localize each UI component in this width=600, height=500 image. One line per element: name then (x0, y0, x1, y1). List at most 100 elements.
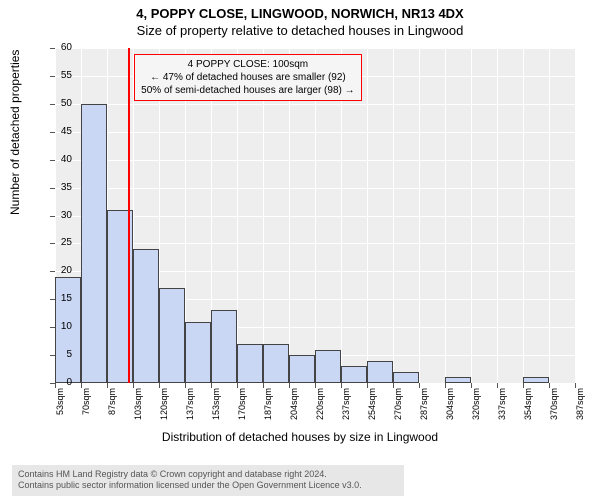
x-tick-mark (133, 383, 134, 388)
y-tick-label: 15 (52, 293, 72, 304)
x-tick-mark (445, 383, 446, 388)
x-tick-label: 337sqm (497, 388, 507, 428)
histogram-bar (263, 344, 289, 383)
y-tick-mark (50, 160, 55, 161)
y-tick-label: 60 (52, 42, 72, 53)
x-tick-mark (575, 383, 576, 388)
x-tick-mark (523, 383, 524, 388)
x-tick-mark (367, 383, 368, 388)
y-tick-mark (50, 243, 55, 244)
y-tick-mark (50, 188, 55, 189)
y-tick-label: 50 (52, 98, 72, 109)
x-tick-label: 237sqm (341, 388, 351, 428)
x-axis-label: Distribution of detached houses by size … (0, 430, 600, 444)
histogram-bar (159, 288, 185, 383)
legal-line-2: Contains public sector information licen… (18, 480, 398, 492)
x-tick-mark (315, 383, 316, 388)
histogram-bar (211, 310, 237, 383)
gridline-v (549, 48, 550, 383)
x-tick-label: 187sqm (263, 388, 273, 428)
y-tick-label: 45 (52, 126, 72, 137)
x-tick-label: 53sqm (55, 388, 65, 428)
histogram-bar (185, 322, 211, 383)
x-tick-label: 87sqm (107, 388, 117, 428)
y-tick-label: 55 (52, 70, 72, 81)
histogram-bar (393, 372, 419, 383)
y-tick-mark (50, 327, 55, 328)
y-tick-mark (50, 216, 55, 217)
legal-notice: Contains HM Land Registry data © Crown c… (12, 465, 404, 496)
gridline-v (393, 48, 394, 383)
gridline-v (419, 48, 420, 383)
y-tick-label: 30 (52, 210, 72, 221)
callout-line: ← 47% of detached houses are smaller (92… (141, 71, 354, 84)
x-tick-mark (211, 383, 212, 388)
y-tick-mark (50, 271, 55, 272)
y-tick-mark (50, 132, 55, 133)
histogram-bar (445, 377, 471, 383)
x-tick-mark (81, 383, 82, 388)
gridline-v (367, 48, 368, 383)
chart-title-address: 4, POPPY CLOSE, LINGWOOD, NORWICH, NR13 … (0, 0, 600, 21)
x-tick-label: 370sqm (549, 388, 559, 428)
x-tick-mark (107, 383, 108, 388)
x-tick-label: 170sqm (237, 388, 247, 428)
x-tick-label: 153sqm (211, 388, 221, 428)
callout-line: 50% of semi-detached houses are larger (… (141, 84, 354, 97)
y-tick-mark (50, 355, 55, 356)
x-tick-mark (497, 383, 498, 388)
x-tick-label: 387sqm (575, 388, 585, 428)
x-tick-mark (471, 383, 472, 388)
callout-line: 4 POPPY CLOSE: 100sqm (141, 58, 354, 71)
x-tick-label: 354sqm (523, 388, 533, 428)
histogram-bar (289, 355, 315, 383)
x-tick-label: 270sqm (393, 388, 403, 428)
y-tick-label: 20 (52, 265, 72, 276)
marker-line (128, 48, 130, 383)
y-tick-label: 25 (52, 237, 72, 248)
histogram-bar (133, 249, 159, 383)
x-tick-mark (289, 383, 290, 388)
gridline-v (445, 48, 446, 383)
y-tick-mark (50, 76, 55, 77)
y-tick-mark (50, 104, 55, 105)
x-tick-label: 304sqm (445, 388, 455, 428)
x-tick-mark (263, 383, 264, 388)
x-tick-mark (393, 383, 394, 388)
x-tick-mark (419, 383, 420, 388)
x-tick-label: 204sqm (289, 388, 299, 428)
x-tick-mark (341, 383, 342, 388)
histogram-bar (367, 361, 393, 383)
histogram-bar (81, 104, 107, 383)
x-tick-label: 137sqm (185, 388, 195, 428)
x-tick-mark (159, 383, 160, 388)
y-tick-mark (50, 299, 55, 300)
y-axis-label: Number of detached properties (8, 50, 22, 215)
y-tick-label: 5 (52, 349, 72, 360)
gridline-v (523, 48, 524, 383)
gridline-v (575, 48, 576, 383)
x-tick-label: 103sqm (133, 388, 143, 428)
y-tick-label: 10 (52, 321, 72, 332)
gridline-v (471, 48, 472, 383)
x-tick-label: 220sqm (315, 388, 325, 428)
x-tick-mark (237, 383, 238, 388)
legal-line-1: Contains HM Land Registry data © Crown c… (18, 469, 398, 481)
x-tick-label: 254sqm (367, 388, 377, 428)
x-tick-label: 120sqm (159, 388, 169, 428)
y-tick-mark (50, 48, 55, 49)
histogram-bar (315, 350, 341, 384)
x-tick-label: 287sqm (419, 388, 429, 428)
x-tick-mark (185, 383, 186, 388)
y-tick-label: 35 (52, 182, 72, 193)
chart-title-description: Size of property relative to detached ho… (0, 21, 600, 38)
x-tick-label: 70sqm (81, 388, 91, 428)
histogram-bar (341, 366, 367, 383)
gridline-v (497, 48, 498, 383)
x-tick-mark (549, 383, 550, 388)
y-tick-label: 40 (52, 154, 72, 165)
callout-box: 4 POPPY CLOSE: 100sqm← 47% of detached h… (134, 54, 361, 101)
x-tick-mark (55, 383, 56, 388)
x-tick-label: 320sqm (471, 388, 481, 428)
histogram-bar (523, 377, 549, 383)
